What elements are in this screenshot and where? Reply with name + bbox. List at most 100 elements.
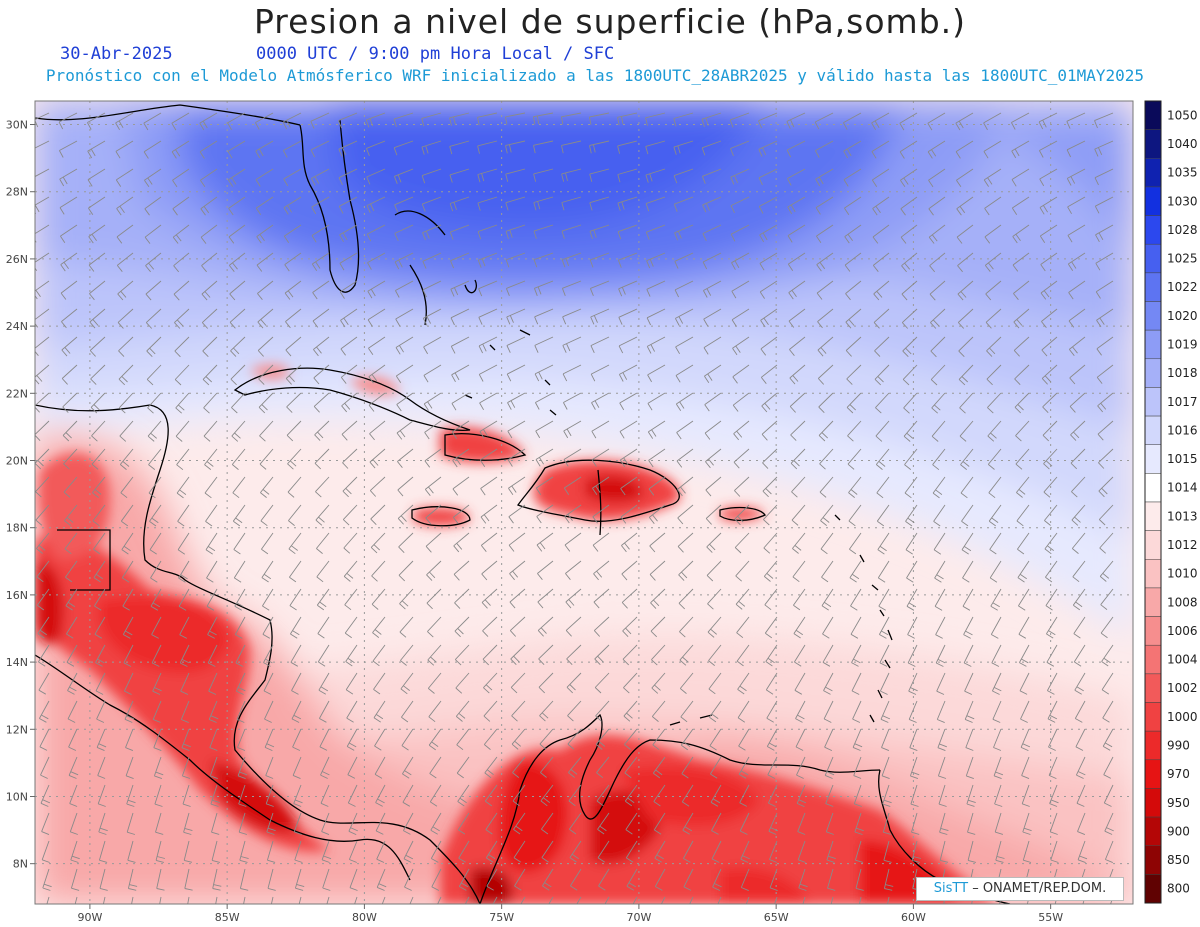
wind-barb — [933, 532, 946, 555]
wind-barb — [705, 476, 722, 497]
wind-barb — [989, 532, 1002, 555]
wind-barb — [1071, 504, 1086, 526]
wind-barb — [261, 560, 274, 583]
wind-barb — [322, 868, 331, 891]
wind-barb — [814, 112, 834, 130]
wind-barb — [673, 140, 694, 155]
wind-barb — [121, 532, 134, 555]
wind-barb — [621, 532, 638, 553]
wind-barb — [1103, 784, 1114, 807]
wind-barb — [243, 896, 246, 904]
wind-barb — [348, 840, 358, 863]
wind-barb — [145, 252, 162, 273]
wind-barb — [1067, 252, 1086, 271]
wind-barb — [120, 504, 134, 527]
wind-barb — [988, 504, 1002, 527]
wind-barb — [758, 196, 778, 214]
wind-barb — [510, 644, 526, 666]
wind-barb — [36, 532, 50, 554]
wind-barb — [313, 364, 330, 385]
wind-barb — [395, 364, 414, 383]
wind-barb — [203, 392, 218, 414]
wind-barb — [98, 840, 108, 863]
wind-barb — [648, 504, 666, 524]
wind-barb — [255, 196, 274, 216]
wind-barb — [541, 840, 554, 863]
wind-barb — [259, 448, 274, 470]
credit-brand: SisTT — [933, 881, 969, 896]
wind-barb — [873, 280, 890, 301]
wind-barb — [449, 168, 470, 183]
wind-barb — [618, 308, 638, 325]
wind-barb — [209, 728, 218, 751]
wind-barb — [707, 616, 722, 638]
wind-barb — [40, 756, 50, 779]
wind-barb — [650, 616, 666, 638]
wind-barb — [1012, 252, 1030, 272]
wind-barb — [675, 392, 694, 411]
wind-barb — [824, 728, 834, 752]
wind-barb — [123, 644, 134, 667]
wind-barb — [35, 140, 50, 157]
wind-barb — [562, 364, 582, 382]
wind-barb — [959, 420, 974, 442]
wind-barb — [537, 588, 554, 609]
wind-barb — [819, 476, 834, 498]
wind-barb — [1020, 700, 1030, 723]
wind-barb — [340, 364, 358, 384]
wind-barb — [326, 896, 330, 904]
wind-barb — [60, 280, 78, 300]
wind-barb — [879, 616, 890, 639]
wind-barb — [1098, 476, 1114, 498]
colorbar-swatch — [1144, 329, 1162, 360]
wind-barb — [395, 336, 414, 355]
colorbar-label: 1004 — [1167, 653, 1198, 667]
wind-barb — [766, 700, 778, 723]
wind-barb — [645, 196, 666, 212]
wind-barb — [456, 728, 470, 751]
wind-barb — [1016, 476, 1030, 498]
wind-barb — [59, 196, 78, 215]
wind-barb — [682, 812, 694, 835]
wind-barb — [95, 672, 106, 695]
wind-barb — [298, 896, 302, 904]
wind-barb — [203, 420, 218, 442]
wind-barb — [477, 252, 498, 268]
wind-barb — [508, 476, 526, 496]
lat-tick-label: 12N — [6, 723, 28, 736]
wind-barb — [59, 140, 78, 158]
wind-barb — [882, 784, 892, 807]
wind-barb — [850, 616, 862, 639]
wind-barb — [507, 448, 526, 467]
wind-barb — [875, 392, 890, 414]
wind-barb — [181, 728, 191, 752]
wind-barb — [373, 700, 386, 723]
wind-barb — [758, 168, 778, 186]
wind-barb — [852, 728, 863, 751]
wind-barb — [681, 756, 694, 779]
wind-barb — [987, 448, 1002, 470]
wind-barb — [431, 868, 442, 891]
wind-barb — [483, 728, 498, 750]
wind-barb — [843, 140, 862, 159]
colorbar-swatch — [1144, 158, 1162, 188]
wind-barb — [736, 616, 750, 639]
wind-barb — [509, 560, 526, 581]
wind-barb — [594, 672, 610, 694]
colorbar-label: 1019 — [1167, 337, 1198, 351]
wind-barb — [964, 672, 974, 695]
wind-barb — [399, 588, 414, 610]
wind-barb — [702, 224, 722, 241]
wind-barb — [153, 728, 162, 752]
wind-barb — [1048, 728, 1058, 751]
colorbar-label: 1013 — [1167, 509, 1198, 523]
wind-barb — [343, 532, 358, 554]
wind-barb — [701, 168, 722, 184]
colorbar-label: 1035 — [1167, 166, 1198, 180]
wind-barb — [618, 280, 638, 297]
wind-barb — [760, 336, 778, 356]
wind-barb — [256, 224, 274, 244]
wind-barb — [285, 308, 302, 329]
wind-barb — [902, 364, 918, 386]
wind-barb — [90, 364, 106, 385]
